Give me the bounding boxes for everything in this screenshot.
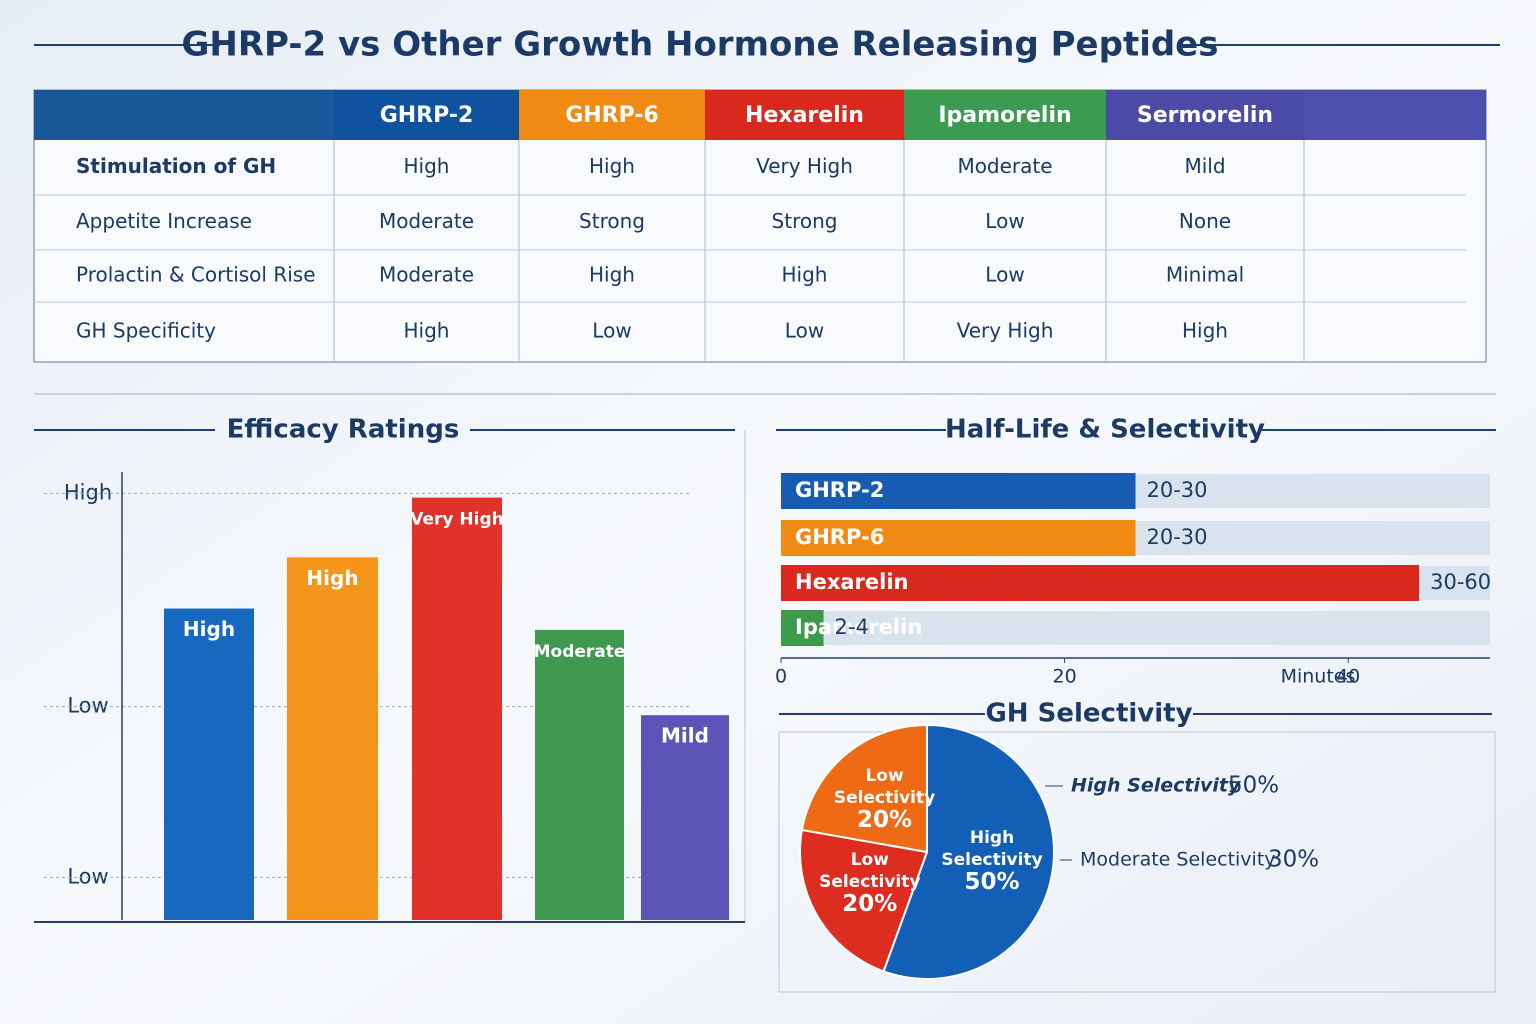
- cell: Moderate: [379, 209, 474, 233]
- cell: Moderate: [957, 154, 1052, 178]
- cell: Moderate: [379, 263, 474, 287]
- cell: Low: [785, 319, 824, 343]
- row-label: GH Specificity: [76, 319, 216, 343]
- column-header: Hexarelin: [745, 103, 864, 128]
- x-tick-label: 20: [1053, 666, 1077, 688]
- column-header: Sermorelin: [1137, 103, 1273, 128]
- value-label: 20-30: [1147, 478, 1208, 502]
- value-label: 2-4: [835, 615, 869, 639]
- chart-title: Half-Life & Selectivity: [945, 415, 1265, 445]
- x-tick-label: 40: [1336, 666, 1360, 688]
- cell: Low: [592, 319, 631, 343]
- value-label: Very High: [410, 510, 503, 530]
- bar: [781, 520, 1136, 556]
- callout-label: High Selectivity: [1071, 775, 1242, 797]
- header-cell: [904, 90, 1106, 140]
- pie-slice: [882, 723, 1055, 980]
- value-label: 20-30: [1147, 525, 1208, 549]
- cell: High: [589, 263, 635, 287]
- category-label: Ipamorelin: [795, 615, 922, 639]
- callout-value: 30%: [1268, 847, 1319, 873]
- callout-label: Moderate Selectivity: [1080, 849, 1276, 871]
- header-cell: [334, 90, 519, 140]
- value-label: Moderate: [534, 642, 626, 662]
- pie-slice: [799, 828, 929, 973]
- slice-label: Low Selectivity: [833, 766, 936, 809]
- slice-value: 50%: [964, 869, 1020, 896]
- page-title: GHRP-2 vs Other Growth Hormone Releasing…: [182, 25, 1219, 65]
- category-label: Hexarelin: [795, 570, 908, 594]
- cell: High: [1182, 319, 1228, 343]
- header-cell: [519, 90, 705, 140]
- value-label: Mild: [661, 724, 709, 748]
- x-tick-label: 0: [775, 666, 787, 688]
- cell: Strong: [579, 209, 645, 233]
- slice-value: 20%: [842, 891, 898, 918]
- row-label: Stimulation of GH: [76, 154, 276, 178]
- bar: [781, 473, 1136, 509]
- cell: Mild: [1184, 154, 1225, 178]
- value-label: High: [306, 566, 358, 590]
- cell: Low: [985, 263, 1024, 287]
- cell: High: [404, 319, 450, 343]
- bar: [412, 497, 502, 920]
- y-tick-label: Low: [67, 694, 108, 718]
- cell: High: [404, 154, 450, 178]
- pie-frame: [778, 731, 1496, 993]
- value-label: High: [183, 617, 235, 641]
- column-header: Ipamorelin: [938, 103, 1071, 128]
- bar: [164, 608, 254, 920]
- cell: None: [1179, 209, 1231, 233]
- category-label: GHRP-6: [795, 525, 884, 549]
- cell: Very High: [957, 319, 1054, 343]
- header-cell: [1304, 90, 1486, 140]
- header-cell: [1106, 90, 1304, 140]
- y-tick-label: Low: [67, 864, 108, 888]
- cell: High: [589, 154, 635, 178]
- callout-value: 50%: [1228, 773, 1279, 799]
- value-label: 30-60: [1430, 570, 1491, 594]
- chart-title: Efficacy Ratings: [227, 415, 460, 445]
- column-header: GHRP-2: [380, 103, 474, 128]
- column-header: GHRP-6: [565, 103, 659, 128]
- cell: Minimal: [1166, 263, 1244, 287]
- bar: [535, 629, 624, 920]
- x-axis-label: Minutes: [1281, 666, 1356, 688]
- slice-label: High Selectivity: [941, 828, 1043, 871]
- cell: Strong: [772, 209, 838, 233]
- row-label: Appetite Increase: [76, 209, 252, 233]
- bar: [287, 557, 378, 920]
- bar: [781, 610, 824, 646]
- cell: High: [782, 263, 828, 287]
- bar: [641, 715, 729, 920]
- cell: Very High: [756, 154, 853, 178]
- track: [781, 611, 1490, 645]
- y-tick-label: High: [64, 480, 112, 504]
- charts: Efficacy Ratings High Low Low High High Very H…: [34, 415, 1496, 993]
- slice-value: 20%: [857, 807, 913, 834]
- chart-title: GH Selectivity: [985, 699, 1192, 729]
- bar: [781, 565, 1420, 601]
- header-cell: [705, 90, 904, 140]
- slice-label: Low Selectivity: [819, 850, 921, 893]
- header-cell: [34, 90, 334, 140]
- category-label: GHRP-2: [795, 478, 884, 502]
- cell: Low: [985, 209, 1024, 233]
- comparison-table: GHRP-2 GHRP-6 Hexarelin Ipamorelin Sermoreli…: [33, 89, 1487, 363]
- pie-slice: [800, 723, 928, 854]
- row-label: Prolactin & Cortisol Rise: [76, 263, 316, 287]
